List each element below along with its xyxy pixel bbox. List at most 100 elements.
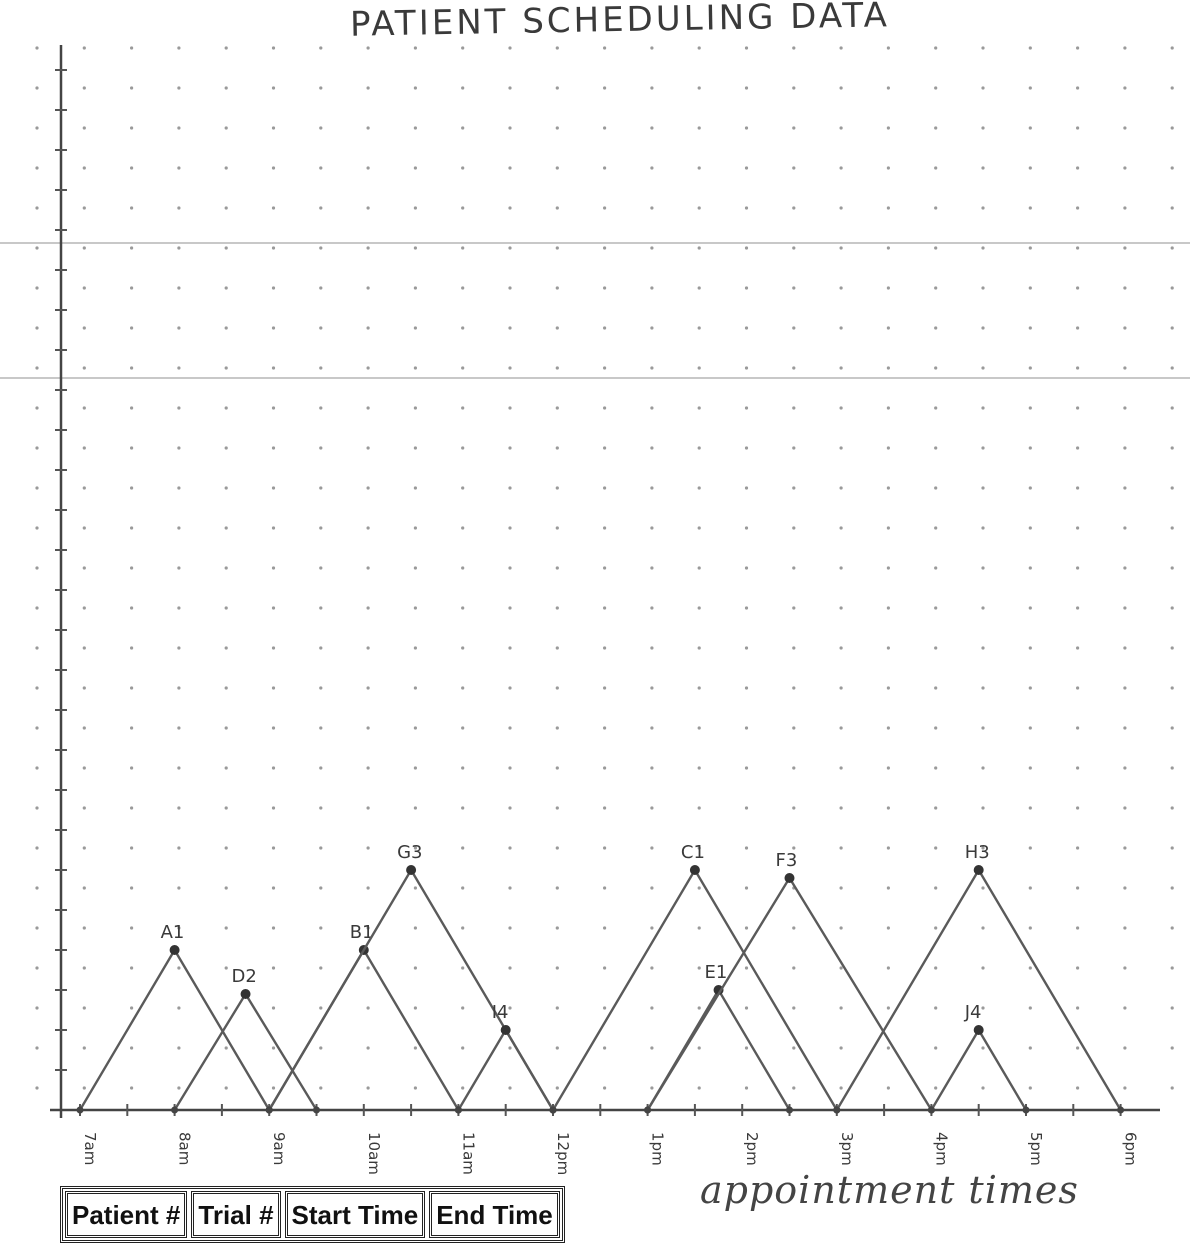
grid-dot <box>1170 206 1174 210</box>
grid-dot <box>555 246 559 250</box>
grid-dot <box>1123 806 1127 810</box>
grid-dot <box>319 686 323 690</box>
grid-dot <box>130 246 134 250</box>
grid-dot <box>886 726 891 730</box>
grid-dot <box>35 1086 39 1090</box>
grid-dot <box>934 566 938 570</box>
grid-dot <box>1028 166 1032 170</box>
grid-dot <box>839 126 843 130</box>
start-point <box>454 1106 462 1114</box>
grid-dot <box>886 886 891 890</box>
grid-dot <box>224 1046 228 1050</box>
grid-dot <box>555 486 559 490</box>
grid-dot <box>650 1086 654 1090</box>
grid-dot <box>130 366 134 370</box>
grid-dot <box>224 966 228 970</box>
grid-dot <box>934 166 938 170</box>
grid-dot <box>271 766 276 770</box>
grid-dot <box>981 966 985 970</box>
grid-dot <box>82 206 86 210</box>
grid-dot <box>886 246 891 250</box>
x-tick-label: 12pm <box>554 1132 572 1175</box>
grid-dot <box>35 486 39 490</box>
grid-dot <box>934 886 938 890</box>
grid-dot <box>82 846 86 850</box>
grid-dot <box>650 886 654 890</box>
x-tick-label: 4pm <box>932 1132 950 1166</box>
grid-dot <box>744 166 749 170</box>
grid-dot <box>177 886 181 890</box>
grid-dot <box>413 326 417 330</box>
grid-dot <box>1123 526 1127 530</box>
x-tick-label: 2pm <box>743 1132 761 1166</box>
grid-dot <box>650 1006 654 1010</box>
grid-dot <box>1076 46 1080 50</box>
grid-dot <box>413 726 417 730</box>
grid-dot <box>271 206 276 210</box>
grid-dot <box>82 646 86 650</box>
grid-dot <box>508 1046 512 1050</box>
grid-dot <box>744 446 749 450</box>
grid-dot <box>839 486 843 490</box>
grid-dot <box>461 606 465 610</box>
grid-dot <box>650 766 654 770</box>
grid-dot <box>1170 966 1174 970</box>
grid-dot <box>1076 926 1080 930</box>
grid-dot <box>886 1046 891 1050</box>
grid-dot <box>130 406 134 410</box>
grid-dot <box>271 806 276 810</box>
grid-dot <box>744 926 749 930</box>
grid-dot <box>650 726 654 730</box>
grid-dot <box>366 566 370 570</box>
series-line <box>457 1028 555 1111</box>
grid-dot <box>224 846 228 850</box>
grid-dot <box>1170 806 1174 810</box>
grid-dot <box>413 246 417 250</box>
grid-dot <box>1076 686 1080 690</box>
peak-point <box>240 989 251 999</box>
grid-dot <box>82 806 86 810</box>
grid-dot <box>1028 246 1032 250</box>
grid-dot <box>271 886 276 890</box>
grid-dot <box>35 846 39 850</box>
grid-dot <box>839 886 843 890</box>
grid-dot <box>697 286 701 290</box>
grid-dot <box>934 366 938 370</box>
grid-dot <box>508 566 512 570</box>
grid-dot <box>1123 1006 1127 1010</box>
grid-dot <box>413 86 417 90</box>
grid-dot <box>744 46 749 50</box>
grid-dot <box>1076 526 1080 530</box>
grid-dot <box>35 1046 39 1050</box>
grid-dot <box>792 806 796 810</box>
grid-dot <box>177 406 181 410</box>
grid-dot <box>224 646 228 650</box>
grid-dot <box>461 46 465 50</box>
grid-dot <box>555 606 559 610</box>
grid-dot <box>508 486 512 490</box>
grid-dot <box>697 566 701 570</box>
peak-point <box>169 945 180 955</box>
grid-dot <box>130 646 134 650</box>
grid-dot <box>697 246 701 250</box>
grid-dot <box>461 86 465 90</box>
grid-dot <box>1028 366 1032 370</box>
grid-dot <box>366 966 370 970</box>
grid-dot <box>839 446 843 450</box>
grid-dot <box>508 286 512 290</box>
grid-dot <box>271 526 276 530</box>
grid-dot <box>603 246 607 250</box>
grid-dot <box>319 1006 323 1010</box>
grid-dot <box>744 646 749 650</box>
grid-dot <box>886 606 891 610</box>
grid-dot <box>366 846 370 850</box>
grid-dot <box>555 206 559 210</box>
grid-dot <box>130 886 134 890</box>
series-label: I4 <box>492 1002 509 1023</box>
grid-dot <box>744 246 749 250</box>
grid-dot <box>461 446 465 450</box>
grid-dot <box>1076 766 1080 770</box>
grid-dot <box>224 366 228 370</box>
grid-dot <box>603 166 607 170</box>
grid-dot <box>35 126 39 130</box>
